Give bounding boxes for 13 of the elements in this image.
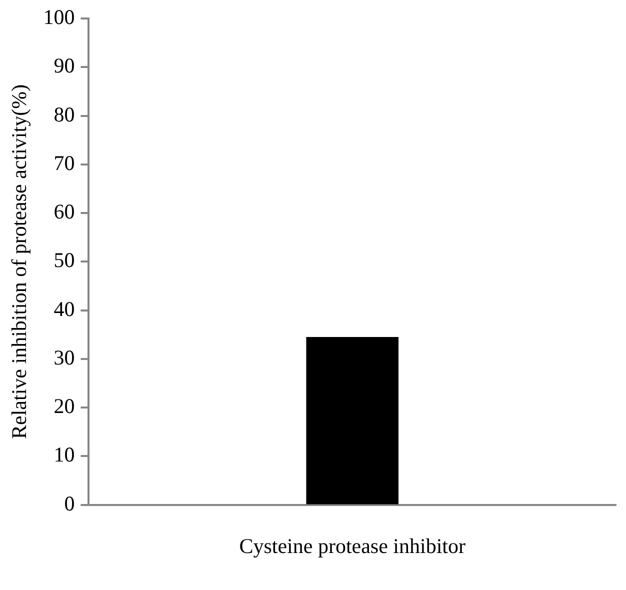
y-tick-label: 60	[54, 200, 75, 224]
y-tick-label: 90	[54, 54, 75, 78]
y-tick-label: 50	[54, 248, 75, 272]
y-tick-label: 30	[54, 345, 75, 370]
y-tick-label: 10	[54, 442, 75, 467]
y-axis-title: Relative inhibition of protease activity(%)	[7, 84, 32, 439]
y-tick-label: 100	[43, 5, 75, 30]
y-tick-label: 20	[54, 394, 75, 418]
y-tick-label: 80	[54, 102, 75, 126]
y-tick-label: 0	[64, 491, 75, 516]
y-tick-label: 70	[54, 150, 75, 175]
y-tick-label: 40	[54, 296, 75, 321]
x-tick-label: Cysteine protease inhibitor	[239, 534, 466, 558]
